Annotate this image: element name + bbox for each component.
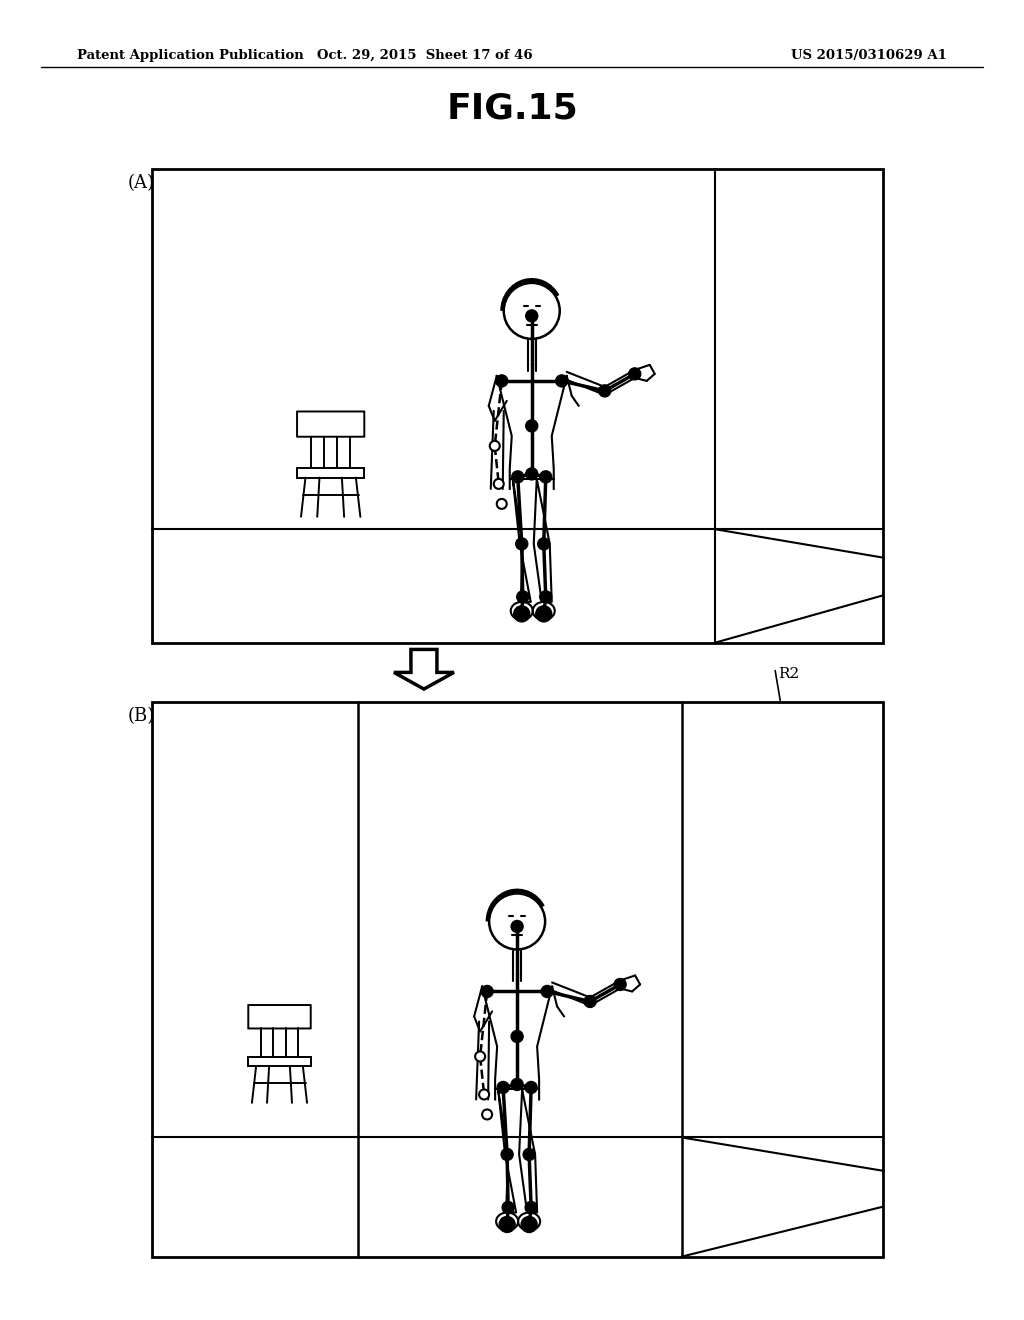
Circle shape xyxy=(538,537,550,550)
Circle shape xyxy=(516,537,527,550)
Circle shape xyxy=(512,471,523,483)
Circle shape xyxy=(497,1081,509,1093)
Circle shape xyxy=(521,1217,538,1233)
Circle shape xyxy=(525,467,538,480)
Bar xyxy=(297,467,365,478)
Circle shape xyxy=(540,471,552,483)
Circle shape xyxy=(494,479,504,488)
Circle shape xyxy=(540,591,552,603)
Circle shape xyxy=(514,606,529,622)
Circle shape xyxy=(501,1148,513,1160)
Text: US 2015/0310629 A1: US 2015/0310629 A1 xyxy=(792,49,947,62)
Polygon shape xyxy=(394,649,454,689)
Circle shape xyxy=(556,375,567,387)
Circle shape xyxy=(517,591,528,603)
Circle shape xyxy=(525,310,538,322)
Bar xyxy=(152,169,883,643)
Circle shape xyxy=(502,1201,514,1213)
Circle shape xyxy=(479,1089,489,1100)
Bar xyxy=(248,1057,310,1067)
Circle shape xyxy=(525,1201,538,1213)
Circle shape xyxy=(525,1081,538,1093)
Text: (A): (A) xyxy=(128,174,155,193)
Circle shape xyxy=(497,499,507,510)
Circle shape xyxy=(511,920,523,932)
Text: (B): (B) xyxy=(128,708,156,726)
Circle shape xyxy=(499,1217,515,1233)
Circle shape xyxy=(584,995,596,1007)
Text: Oct. 29, 2015  Sheet 17 of 46: Oct. 29, 2015 Sheet 17 of 46 xyxy=(317,49,532,62)
Text: FIG.15: FIG.15 xyxy=(446,91,578,125)
Circle shape xyxy=(489,441,500,451)
Circle shape xyxy=(525,420,538,432)
Circle shape xyxy=(599,385,610,397)
Text: Patent Application Publication: Patent Application Publication xyxy=(77,49,303,62)
Circle shape xyxy=(481,986,494,998)
FancyBboxPatch shape xyxy=(297,412,365,437)
Circle shape xyxy=(541,986,553,998)
Circle shape xyxy=(511,1031,523,1043)
Circle shape xyxy=(496,375,508,387)
Bar xyxy=(152,702,883,1257)
Circle shape xyxy=(629,368,641,380)
Circle shape xyxy=(475,1052,485,1061)
Circle shape xyxy=(523,1148,536,1160)
Circle shape xyxy=(614,978,626,990)
Circle shape xyxy=(511,1078,523,1090)
Circle shape xyxy=(482,1110,493,1119)
Text: R2: R2 xyxy=(778,667,800,681)
FancyBboxPatch shape xyxy=(248,1005,310,1028)
Circle shape xyxy=(536,606,552,622)
